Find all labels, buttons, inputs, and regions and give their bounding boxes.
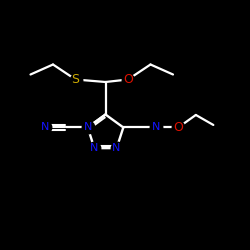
Text: N: N <box>41 122 49 132</box>
Text: O: O <box>123 73 133 86</box>
Text: S: S <box>72 73 80 86</box>
Text: N: N <box>84 122 92 132</box>
Text: N: N <box>90 144 99 154</box>
Text: N: N <box>152 122 160 132</box>
Text: N: N <box>112 144 121 154</box>
Text: O: O <box>174 121 183 134</box>
